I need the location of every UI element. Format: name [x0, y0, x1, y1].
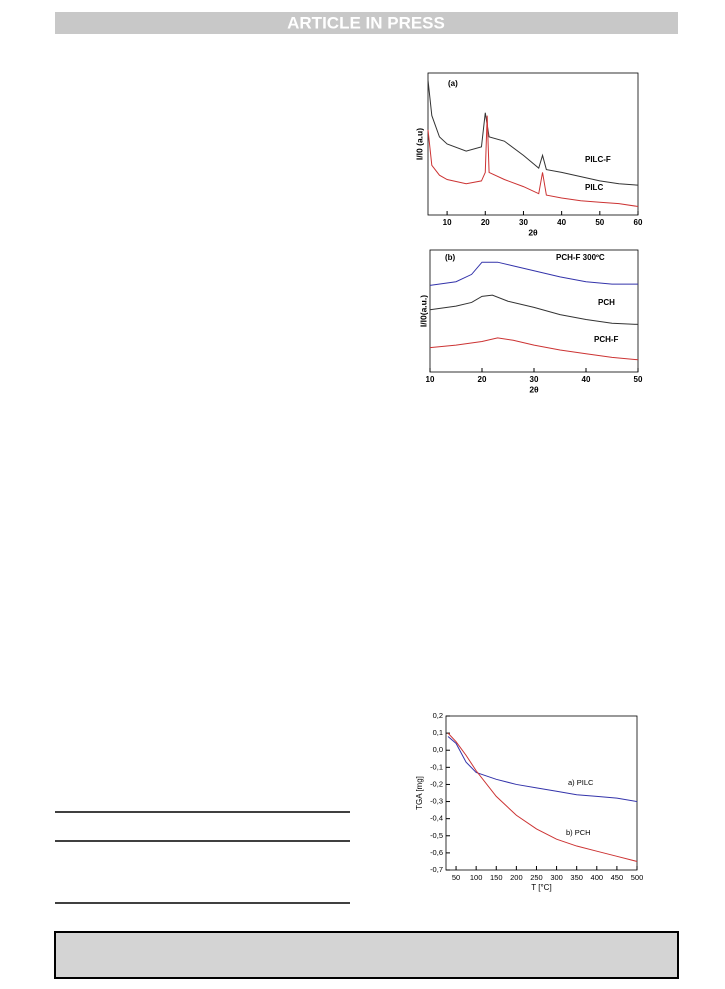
- x-axis-label: 2θ: [529, 384, 539, 394]
- x-tick-label: 500: [631, 873, 644, 882]
- plot-frame: [427, 72, 639, 216]
- x-axis-label: 2θ: [528, 227, 538, 237]
- x-tick-label: 60: [634, 218, 643, 227]
- y-tick-label: 0,0: [433, 745, 443, 754]
- y-tick-label: -0,4: [430, 814, 443, 823]
- x-tick-label: 20: [478, 375, 487, 384]
- series-line: [447, 732, 638, 862]
- x-tick-label: 350: [570, 873, 583, 882]
- x-tick-label: 50: [452, 873, 460, 882]
- y-tick-label: 0,2: [433, 711, 443, 720]
- y-tick-label: -0,5: [430, 831, 443, 840]
- series-line: [429, 337, 639, 361]
- x-tick-label: 450: [611, 873, 624, 882]
- y-tick-label: 0,1: [433, 728, 443, 737]
- panel-label: (a): [448, 79, 458, 88]
- series-label: a) PILC: [568, 778, 594, 787]
- x-tick-label: 50: [634, 375, 643, 384]
- x-tick-label: 20: [481, 218, 490, 227]
- plot-frame: [429, 249, 639, 373]
- x-tick-label: 10: [426, 375, 435, 384]
- series-label: PCH: [598, 298, 615, 307]
- x-tick-label: 150: [490, 873, 503, 882]
- y-axis-label: I/I0(a.u.): [418, 295, 428, 327]
- series-label: b) PCH: [566, 828, 591, 837]
- banner: ARTICLE IN PRESS: [287, 13, 445, 32]
- footer-box: [54, 931, 679, 979]
- series-line: [429, 294, 639, 325]
- plot-frame: [445, 715, 638, 871]
- y-tick-label: -0,1: [430, 762, 443, 771]
- series-label: PILC-F: [585, 155, 611, 164]
- series-line: [427, 115, 639, 207]
- x-tick-label: 40: [582, 375, 591, 384]
- series-line: [447, 736, 638, 803]
- y-tick-label: -0,6: [430, 848, 443, 857]
- x-tick-label: 300: [550, 873, 563, 882]
- series-label: PCH-F: [594, 335, 619, 344]
- series-label: PCH-F 300ºC: [556, 253, 605, 262]
- banner-bar: [55, 12, 678, 34]
- x-tick-label: 10: [443, 218, 452, 227]
- y-tick-label: -0,3: [430, 797, 443, 806]
- x-axis-label: T [°C]: [531, 883, 551, 892]
- series-line: [429, 261, 638, 286]
- x-tick-label: 200: [510, 873, 523, 882]
- y-axis-label: TGA [mg]: [415, 776, 424, 810]
- x-tick-label: 50: [595, 218, 604, 227]
- y-tick-label: -0,7: [430, 865, 443, 874]
- x-tick-label: 100: [470, 873, 483, 882]
- panel-label: (b): [445, 253, 456, 262]
- series-label: PILC: [585, 183, 603, 192]
- x-tick-label: 30: [530, 375, 539, 384]
- y-tick-label: -0,2: [430, 779, 443, 788]
- series-line: [427, 80, 639, 186]
- x-tick-label: 30: [519, 218, 528, 227]
- x-tick-label: 40: [557, 218, 566, 227]
- x-tick-label: 400: [591, 873, 604, 882]
- x-tick-label: 250: [530, 873, 543, 882]
- y-axis-label: I/I0 (a.u): [414, 128, 424, 160]
